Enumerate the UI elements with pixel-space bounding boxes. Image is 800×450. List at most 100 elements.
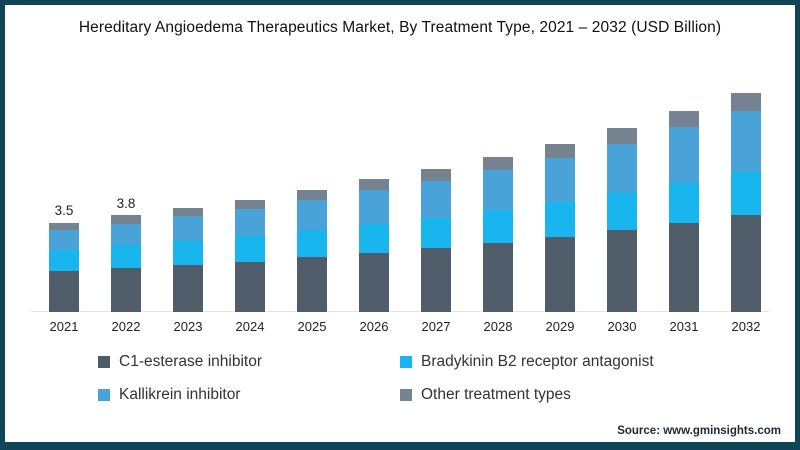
bar-cell-2022: 3.8 2022 [95,93,157,335]
bar-segment [669,222,699,312]
stacked-bar-2030 [607,128,637,312]
x-axis-tick-label: 2026 [359,319,389,334]
bar-segment [669,182,699,223]
bar-segment [173,216,203,241]
bar-cell-2026: 2026 [343,93,405,335]
legend-swatch-icon [400,389,412,401]
stacked-bar-2031 [669,110,699,312]
bar-cell-2024: 2024 [219,93,281,335]
x-axis-tick-label: 2023 [173,319,203,334]
legend-label: C1-esterase inhibitor [119,353,263,370]
bar-segment [111,245,141,269]
bar-segment [669,127,699,183]
bar-segment [607,143,637,193]
x-axis-tick-label: 2032 [731,319,761,334]
bar-segment [359,190,389,225]
bar-segment [235,236,265,262]
bars-row: 3.5 2021 3.8 2022 2023 2024 2025 2026 2027 2028 20… [33,92,777,335]
bar-segment [173,207,203,217]
legend: C1-esterase inhibitor Bradykinin B2 recep… [98,353,654,404]
bar-segment [235,261,265,312]
bar-cell-2027: 2027 [405,93,467,335]
bar-segment [49,271,79,312]
stacked-bar-2026 [359,179,389,312]
stacked-bar-2024 [235,199,265,312]
bar-cell-2025: 2025 [281,93,343,335]
bar-segment [731,111,761,173]
bar-cell-2030: 2030 [591,93,653,335]
bar-segment [111,268,141,312]
legend-swatch-icon [400,356,412,368]
bar-segment [731,92,761,112]
bar-cell-2031: 2031 [653,93,715,335]
bar-segment [483,156,513,170]
x-axis-line [31,311,769,312]
bar-segment [731,215,761,312]
x-axis-tick-label: 2029 [545,319,575,334]
legend-item: Other treatment types [400,386,654,404]
bar-segment [421,248,451,312]
bar-cell-2029: 2029 [529,93,591,335]
bar-value-label-2022: 3.8 [116,195,136,211]
bar-segment [545,157,575,203]
bar-segment [111,223,141,246]
bar-segment [483,169,513,211]
bar-segment [359,224,389,253]
bar-segment [421,217,451,249]
bar-segment [49,222,79,231]
bar-segment [607,128,637,144]
legend-label: Bradykinin B2 receptor antagonist [421,353,654,370]
stacked-bar-2032 [731,92,761,312]
bar-segment [483,242,513,312]
legend-label: Kallikrein inhibitor [119,386,241,403]
stacked-bar-2021 [49,222,79,312]
bar-segment [731,172,761,216]
stacked-bar-2029 [545,143,575,312]
stacked-bar-2023 [173,207,203,312]
bar-segment [483,210,513,243]
bar-cell-2021: 3.5 2021 [33,93,95,335]
bar-segment [359,252,389,312]
bar-segment [235,199,265,210]
bar-segment [669,110,699,128]
x-axis-tick-label: 2024 [235,319,265,334]
legend-item: C1-esterase inhibitor [98,353,400,371]
bar-segment [607,192,637,231]
x-axis-tick-label: 2030 [607,319,637,334]
bar-segment [545,237,575,312]
bar-segment [49,249,79,272]
bar-cell-2028: 2028 [467,93,529,335]
bar-segment [545,202,575,237]
bar-segment [297,257,327,312]
x-axis-tick-label: 2025 [297,319,327,334]
legend-item: Kallikrein inhibitor [98,386,400,404]
x-axis-tick-label: 2031 [669,319,699,334]
bar-segment [111,215,141,224]
stacked-bar-2022 [111,215,141,312]
source-text: Source: www.gminsights.com [617,425,781,437]
legend-swatch-icon [98,389,110,401]
x-axis-tick-label: 2021 [49,319,79,334]
bar-segment [173,240,203,265]
bar-segment [297,199,327,231]
legend-label: Other treatment types [421,386,571,403]
bar-segment [235,209,265,236]
stacked-bar-2028 [483,156,513,312]
bar-segment [607,230,637,312]
x-axis-tick-label: 2027 [421,319,451,334]
stacked-bar-2027 [421,169,451,312]
bar-segment [173,264,203,312]
bar-cell-2032: 2032 [715,92,777,335]
bar-segment [297,189,327,200]
bar-segment [421,181,451,218]
legend-swatch-icon [98,356,110,368]
bar-segment [421,169,451,182]
x-axis-tick-label: 2022 [111,319,141,334]
stacked-bar-2025 [297,189,327,312]
bar-segment [359,179,389,191]
bar-segment [49,230,79,250]
x-axis-tick-label: 2028 [483,319,513,334]
legend-item: Bradykinin B2 receptor antagonist [400,353,654,371]
bar-segment [297,230,327,258]
